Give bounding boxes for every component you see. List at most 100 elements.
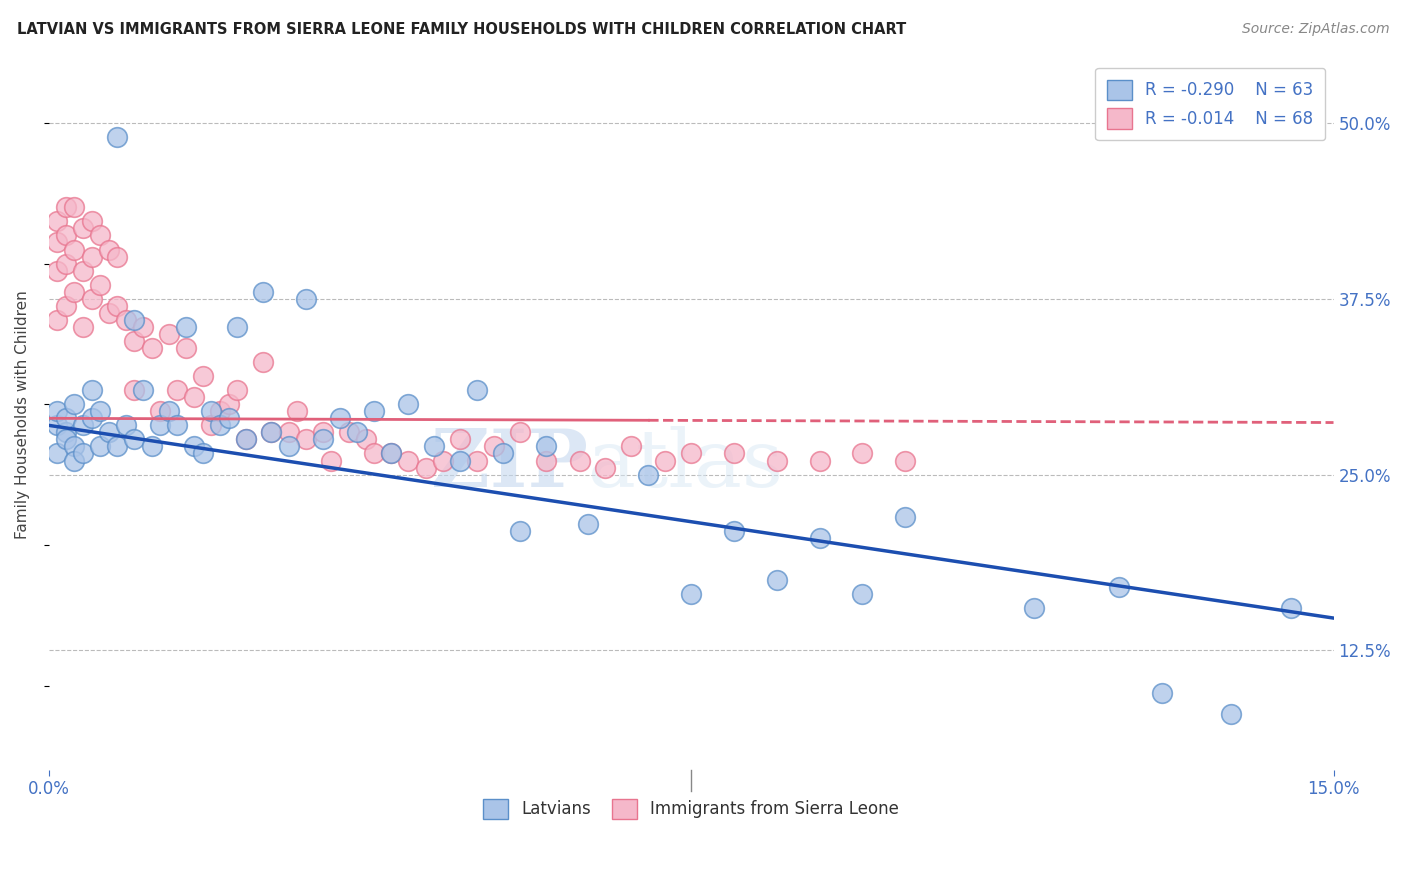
Point xyxy=(89,228,111,243)
Point xyxy=(260,425,283,440)
Point xyxy=(808,531,831,545)
Point xyxy=(209,418,232,433)
Point xyxy=(285,404,308,418)
Point xyxy=(723,524,745,538)
Point xyxy=(97,243,120,257)
Point xyxy=(46,404,69,418)
Point xyxy=(534,440,557,454)
Point xyxy=(363,446,385,460)
Point xyxy=(380,446,402,460)
Point xyxy=(105,299,128,313)
Point xyxy=(1108,580,1130,594)
Point xyxy=(55,411,77,425)
Point xyxy=(174,319,197,334)
Point xyxy=(157,404,180,418)
Point xyxy=(114,313,136,327)
Point xyxy=(124,433,146,447)
Point xyxy=(80,250,103,264)
Point xyxy=(55,200,77,214)
Point xyxy=(1279,601,1302,615)
Point xyxy=(46,313,69,327)
Point xyxy=(337,425,360,440)
Point xyxy=(46,235,69,250)
Point xyxy=(851,446,873,460)
Point xyxy=(46,418,69,433)
Point xyxy=(226,383,249,397)
Point xyxy=(105,250,128,264)
Point xyxy=(191,446,214,460)
Point xyxy=(1152,685,1174,699)
Point xyxy=(294,292,316,306)
Point xyxy=(294,433,316,447)
Point xyxy=(654,453,676,467)
Point xyxy=(576,516,599,531)
Point xyxy=(509,524,531,538)
Point xyxy=(432,453,454,467)
Point xyxy=(55,299,77,313)
Point xyxy=(63,243,86,257)
Point xyxy=(235,433,257,447)
Point xyxy=(329,411,352,425)
Point xyxy=(509,425,531,440)
Point xyxy=(55,256,77,270)
Point xyxy=(808,453,831,467)
Point xyxy=(191,369,214,384)
Point xyxy=(149,418,172,433)
Point xyxy=(105,440,128,454)
Point xyxy=(63,440,86,454)
Point xyxy=(568,453,591,467)
Point xyxy=(97,306,120,320)
Point xyxy=(46,446,69,460)
Point xyxy=(235,433,257,447)
Point xyxy=(114,418,136,433)
Point xyxy=(132,319,155,334)
Point xyxy=(141,440,163,454)
Point xyxy=(63,285,86,299)
Point xyxy=(482,440,505,454)
Point xyxy=(80,214,103,228)
Text: Source: ZipAtlas.com: Source: ZipAtlas.com xyxy=(1241,22,1389,37)
Point xyxy=(72,221,94,235)
Point xyxy=(851,587,873,601)
Point xyxy=(124,383,146,397)
Point xyxy=(72,418,94,433)
Point xyxy=(63,453,86,467)
Point xyxy=(141,341,163,355)
Point xyxy=(80,383,103,397)
Text: LATVIAN VS IMMIGRANTS FROM SIERRA LEONE FAMILY HOUSEHOLDS WITH CHILDREN CORRELAT: LATVIAN VS IMMIGRANTS FROM SIERRA LEONE … xyxy=(17,22,905,37)
Point xyxy=(72,263,94,277)
Point xyxy=(183,390,205,404)
Legend: Latvians, Immigrants from Sierra Leone: Latvians, Immigrants from Sierra Leone xyxy=(477,792,905,826)
Point xyxy=(449,433,471,447)
Point xyxy=(89,277,111,292)
Point xyxy=(97,425,120,440)
Point xyxy=(321,453,343,467)
Point xyxy=(620,440,643,454)
Point xyxy=(723,446,745,460)
Point xyxy=(55,425,77,440)
Point xyxy=(72,446,94,460)
Point xyxy=(55,433,77,447)
Point xyxy=(72,319,94,334)
Point xyxy=(465,453,488,467)
Point xyxy=(226,319,249,334)
Point xyxy=(89,440,111,454)
Point xyxy=(894,509,917,524)
Point xyxy=(354,433,377,447)
Point xyxy=(260,425,283,440)
Point xyxy=(765,453,787,467)
Point xyxy=(46,214,69,228)
Point xyxy=(765,573,787,587)
Point xyxy=(124,334,146,348)
Point xyxy=(46,263,69,277)
Point xyxy=(312,433,335,447)
Point xyxy=(55,228,77,243)
Point xyxy=(1022,601,1045,615)
Point xyxy=(398,397,420,411)
Point xyxy=(346,425,368,440)
Point xyxy=(380,446,402,460)
Point xyxy=(415,460,437,475)
Point xyxy=(149,404,172,418)
Point xyxy=(681,446,703,460)
Point xyxy=(312,425,335,440)
